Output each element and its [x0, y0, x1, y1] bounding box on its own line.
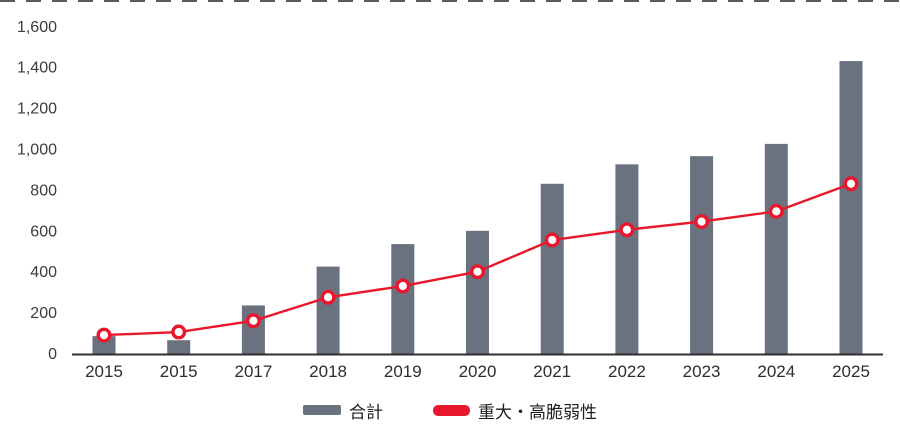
- x-axis-tick-label: 2017: [234, 362, 272, 381]
- x-axis-tick-label: 2015: [160, 362, 198, 381]
- x-axis-tick-label: 2023: [683, 362, 721, 381]
- bar-2019: [391, 244, 415, 356]
- legend-line-swatch: [433, 404, 470, 416]
- data-point-marker-2024: [768, 203, 784, 219]
- y-axis-tick-label: 0: [48, 346, 57, 363]
- y-axis-tick-label: 800: [30, 182, 57, 199]
- legend-label-critical: 重大・高脆弱性: [478, 402, 597, 422]
- x-axis-tick-label: 2022: [608, 362, 646, 381]
- legend-item-total: 合計: [303, 398, 383, 423]
- chart-canvas: 0 200 400 600 800 1,000 1,200 1,400 1,600 2015 201…: [17, 19, 883, 381]
- top-dashed-edge: [0, 0, 900, 2]
- data-point-marker-2015: [96, 327, 112, 343]
- data-point-marker-2021: [544, 232, 560, 248]
- data-point-marker-2023: [694, 214, 710, 230]
- x-axis-tick-label: 2018: [309, 362, 347, 381]
- bar-2015: [167, 340, 191, 356]
- bar-2024: [764, 143, 788, 356]
- bar-2022: [615, 164, 639, 356]
- data-point-marker-2019: [395, 278, 411, 294]
- bar-2021: [540, 183, 564, 356]
- data-point-marker-2015: [171, 324, 187, 340]
- legend-bar-swatch: [303, 405, 341, 415]
- x-axis-tick-label: 2019: [384, 362, 422, 381]
- y-axis-tick-label: 1,600: [17, 19, 57, 36]
- y-axis-tick-label: 400: [30, 264, 57, 281]
- bar-2015: [92, 336, 116, 356]
- y-axis-tick-label: 1,400: [17, 60, 57, 77]
- data-point-marker-2018: [320, 289, 336, 305]
- bar-2020: [466, 230, 489, 356]
- x-axis-tick-label: 2020: [459, 362, 497, 381]
- data-point-marker-2022: [619, 222, 635, 238]
- bar-2017: [241, 305, 265, 356]
- bar-2023: [690, 156, 714, 356]
- y-axis-tick-label: 600: [30, 223, 57, 240]
- y-axis-tick-label: 1,000: [17, 142, 57, 159]
- bar-2018: [316, 266, 340, 356]
- data-point-marker-2017: [245, 313, 261, 329]
- data-point-marker-2020: [470, 264, 486, 280]
- x-axis-tick-label: 2015: [85, 362, 123, 381]
- bar-2025: [839, 61, 863, 356]
- y-axis-tick-label: 1,200: [17, 101, 57, 118]
- x-axis-tick-label: 2024: [757, 362, 795, 381]
- x-axis-tick-label: 2021: [533, 362, 571, 381]
- data-point-marker-2025: [843, 176, 859, 192]
- x-axis-tick-label: 2025: [832, 362, 870, 381]
- legend-item-critical: 重大・高脆弱性: [433, 398, 597, 423]
- legend-label-total: 合計: [349, 402, 383, 422]
- chart-legend: 合計 重大・高脆弱性: [0, 395, 900, 425]
- y-axis-tick-label: 200: [30, 305, 57, 322]
